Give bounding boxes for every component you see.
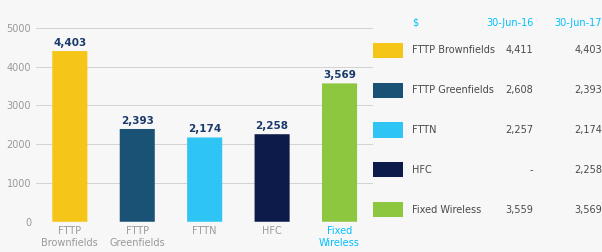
Text: 4,411: 4,411 (506, 45, 533, 55)
Text: 4,403: 4,403 (574, 45, 602, 55)
Text: -: - (530, 165, 533, 175)
Text: 30-Jun-17: 30-Jun-17 (554, 18, 602, 28)
FancyBboxPatch shape (373, 162, 403, 177)
FancyBboxPatch shape (120, 129, 155, 222)
Text: 2,174: 2,174 (188, 124, 222, 134)
Text: 2,174: 2,174 (574, 125, 602, 135)
Text: 30-Jun-16: 30-Jun-16 (486, 18, 533, 28)
Bar (187, 138, 222, 222)
FancyBboxPatch shape (322, 83, 357, 222)
FancyBboxPatch shape (255, 134, 290, 222)
Text: 2,608: 2,608 (506, 85, 533, 95)
Text: 2,258: 2,258 (574, 165, 602, 175)
Text: FTTP Brownfields: FTTP Brownfields (412, 45, 495, 55)
Text: 4,403: 4,403 (53, 38, 87, 48)
Text: 2,393: 2,393 (121, 116, 154, 126)
Bar (120, 129, 155, 222)
Text: FTTN: FTTN (412, 125, 436, 135)
Text: 2,393: 2,393 (574, 85, 602, 95)
FancyBboxPatch shape (373, 202, 403, 217)
Text: Fixed Wireless: Fixed Wireless (412, 205, 482, 215)
Text: FTTP Greenfields: FTTP Greenfields (412, 85, 494, 95)
Text: 3,559: 3,559 (506, 205, 533, 215)
FancyBboxPatch shape (373, 83, 403, 98)
Bar (52, 51, 87, 222)
FancyBboxPatch shape (373, 43, 403, 58)
Bar (322, 83, 357, 222)
FancyBboxPatch shape (187, 138, 222, 222)
Text: 3,569: 3,569 (323, 70, 356, 80)
Text: $: $ (412, 18, 418, 28)
FancyBboxPatch shape (373, 122, 403, 138)
FancyBboxPatch shape (52, 51, 87, 222)
Text: 3,569: 3,569 (574, 205, 602, 215)
Text: 2,257: 2,257 (505, 125, 533, 135)
Bar (255, 134, 290, 222)
Text: HFC: HFC (412, 165, 432, 175)
Text: 2,258: 2,258 (256, 121, 288, 131)
